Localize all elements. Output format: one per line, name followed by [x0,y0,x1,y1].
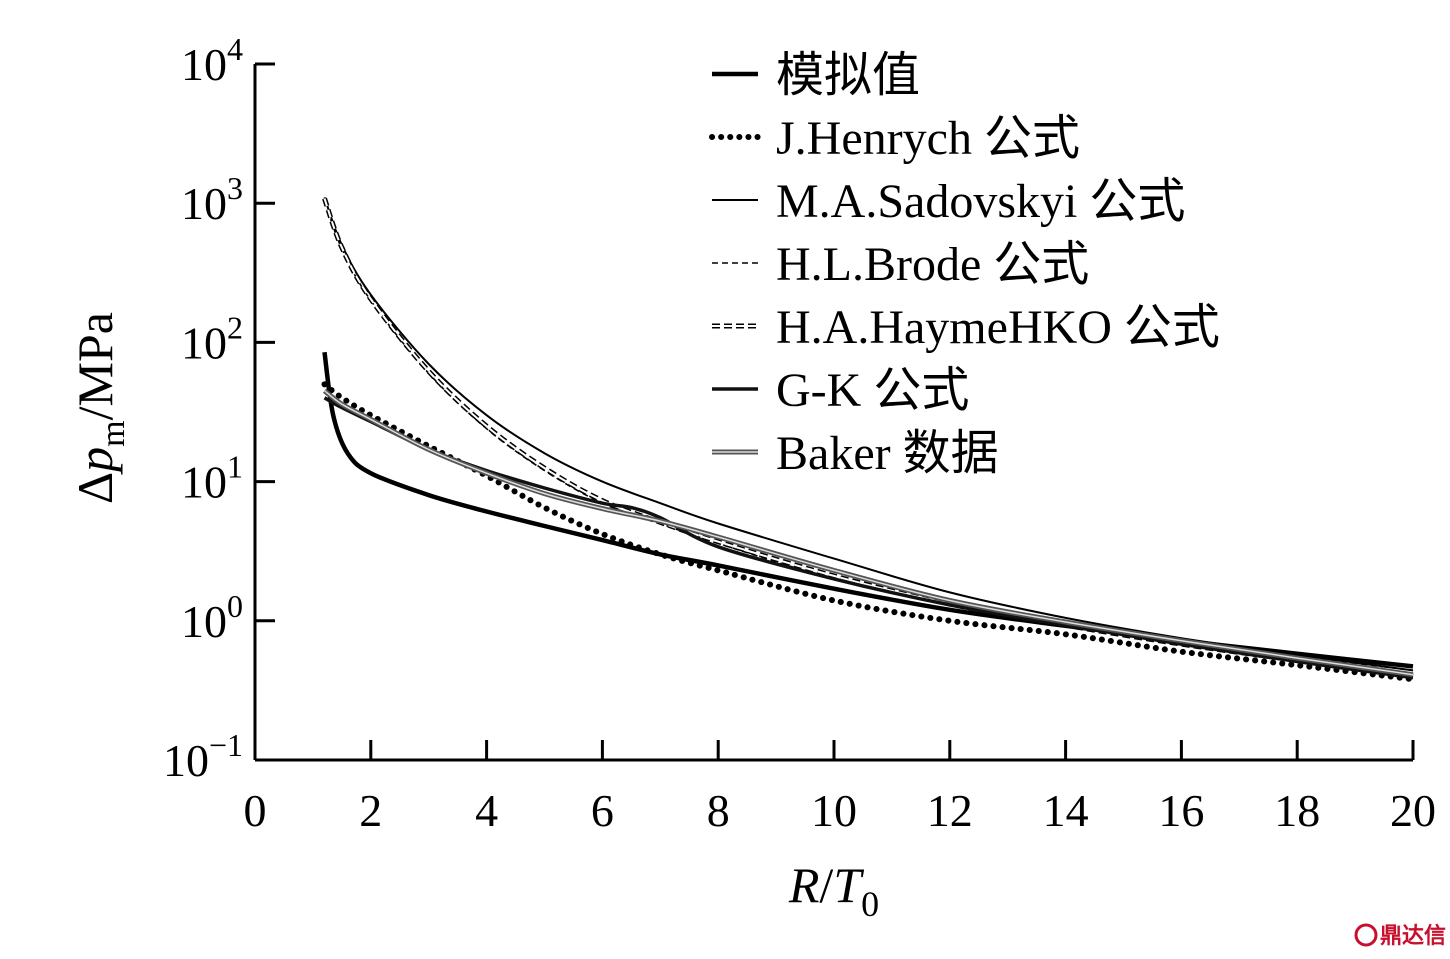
x-tick-label: 8 [707,785,730,836]
legend-item: H.A.HaymeHKO 公式 [712,301,1220,354]
y-tick-label: 104 [181,31,243,90]
y-tick-label-base: 10 [181,178,227,229]
x-tick-label: 14 [1043,785,1089,836]
x-axis-title-symbol: R [788,857,820,913]
legend-label: H.L.Brode 公式 [776,238,1089,291]
x-tick-label: 4 [475,785,498,836]
legend-label: J.Henrych 公式 [776,112,1080,165]
y-tick-label: 100 [181,588,243,647]
x-tick-label: 20 [1390,785,1436,836]
y-tick-label-exponent: 0 [227,588,243,624]
y-axis-title-delta: Δ [67,472,123,504]
y-axis-title-symbol: p [67,447,123,475]
watermark-text: 鼎达信 [1380,923,1446,949]
legend-item: G-K 公式 [712,364,969,417]
x-tick-label: 2 [359,785,382,836]
legend-label: H.A.HaymeHKO 公式 [776,301,1220,354]
legend-label: Baker 数据 [776,427,999,480]
legend-item: M.A.Sadovskyi 公式 [712,175,1185,228]
y-tick-label-base: 10 [181,457,227,508]
y-tick-label-base: 10 [181,317,227,368]
x-tick-label: 12 [927,785,973,836]
y-tick-label-exponent: 1 [227,449,243,485]
y-tick-label: 103 [181,170,243,229]
legend-label: G-K 公式 [776,364,969,417]
y-tick-label-exponent: 2 [227,309,243,345]
x-tick-label: 10 [811,785,857,836]
y-axis-title: Δpm/MPa [67,312,132,504]
legend-label: M.A.Sadovskyi 公式 [776,175,1185,228]
legend-item: J.Henrych 公式 [709,112,1080,165]
x-axis-title-subscript: 0 [861,884,879,924]
x-axis-title-symbol-2: T [833,857,864,913]
y-axis-title-unit: /MPa [67,312,123,420]
y-tick-label: 101 [181,449,243,508]
watermark: 鼎达信 [1354,923,1446,949]
x-tick-label: 6 [591,785,614,836]
watermark-logo-icon [1354,923,1378,947]
x-tick-label: 18 [1274,785,1320,836]
y-tick-label-base: 10 [163,735,209,786]
legend: 模拟值 J.Henrych 公式 M.A.Sadovskyi 公式 H.L.Brode… [709,49,1220,480]
series-line-7 [322,388,1414,678]
y-tick-label-exponent: 4 [227,31,243,67]
series-layer [321,197,1416,683]
x-axis: 0 2 4 6 8 10 12 14 16 18 20 [244,740,1436,836]
y-axis-title-subscript: m [95,420,132,446]
legend-item: Baker 数据 [712,427,999,480]
y-tick-label-exponent: −1 [209,727,243,763]
x-axis-title-slash: / [819,857,833,913]
y-tick-label-base: 10 [181,596,227,647]
series-line-5 [322,197,1414,679]
y-tick-label: 10−1 [163,727,243,786]
x-tick-label: 0 [244,785,267,836]
y-tick-label-exponent: 3 [227,170,243,206]
legend-item: H.L.Brode 公式 [712,238,1089,291]
y-tick-label: 102 [181,309,243,368]
legend-label: 模拟值 [776,49,920,102]
legend-item: 模拟值 [712,49,920,102]
x-tick-label: 16 [1158,785,1204,836]
y-tick-label-base: 10 [181,39,227,90]
x-axis-title: R/T0 [788,857,879,924]
series-line-2 [321,381,1416,683]
